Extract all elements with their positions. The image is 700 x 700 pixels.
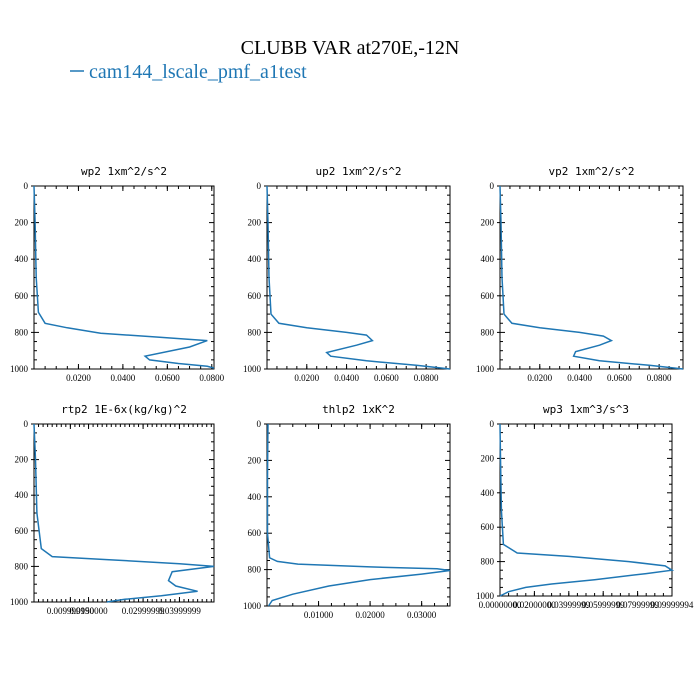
x-tick-label: 0.00000000 [479,600,522,610]
x-tick-label: 0.0200 [527,373,552,383]
y-tick-label: 0 [490,181,495,191]
x-tick-label: 0.0400 [111,373,136,383]
plot-frame [499,185,684,370]
y-tick-label: 400 [248,254,262,264]
x-tick-label: 0.03999999 [158,606,201,616]
y-tick-label: 200 [15,218,29,228]
y-tick-label: 200 [248,455,262,465]
y-tick-label: 1000 [243,364,262,374]
y-tick-label: 0 [24,419,29,429]
y-tick-label: 0 [490,419,495,429]
series-line [499,423,675,597]
panel-title: up2 1xm^2/s^2 [315,165,401,178]
x-tick-label: 0.0400 [334,373,359,383]
y-tick-label: 400 [248,492,262,502]
panel-1: wp2 1xm^2/s^2 0 200 400 600 800 1000 0.0200 0.04… [10,165,225,383]
x-tick-label: 0.01000 [304,610,334,620]
figure-title: CLUBB VAR at270E,-12N [241,37,460,59]
plot-frame [499,423,673,597]
y-tick-label: 1000 [10,364,29,374]
series-line [499,185,684,370]
series-line [33,185,215,369]
x-tick-label: 0.009999990 [47,606,95,616]
panels: wp2 1xm^2/s^2 0 200 400 600 800 1000 0.0200 0.04… [10,165,694,620]
x-tick-label: 0.0800 [199,373,224,383]
y-tick-label: 200 [248,218,262,228]
y-tick-label: 200 [15,455,29,465]
y-tick-label: 0 [257,181,262,191]
y-tick-label: 1000 [476,591,495,601]
x-tick-label: 0.0800 [414,373,439,383]
panel-6: wp3 1xm^3/s^3 0 200 400 600 800 10000.00000000… [476,403,694,610]
y-tick-label: 600 [481,522,495,532]
x-tick-label: 0.0600 [607,373,632,383]
series-line [266,423,451,607]
panel-title: vp2 1xm^2/s^2 [548,165,634,178]
x-tick-label: 0.0150000 [69,606,108,616]
x-tick-label: 0.0400 [567,373,592,383]
y-tick-label: 0 [24,181,29,191]
y-tick-label: 800 [248,327,262,337]
plot-frame [33,423,215,603]
y-tick-label: 400 [481,254,495,264]
x-tick-label: 0.0800 [647,373,672,383]
panel-3: vp2 1xm^2/s^2 0 200 400 600 800 1000 0.0200 0.04… [476,165,684,383]
panel-4: rtp2 1E-6x(kg/kg)^2 0 200 400 600 800 1000 0.00… [10,403,215,616]
x-tick-label: 0.03000 [407,610,437,620]
plot-frame [266,423,451,607]
y-tick-label: 400 [15,254,29,264]
y-tick-label: 800 [481,327,495,337]
plot-frame [33,185,215,370]
x-tick-label: 0.0200 [66,373,91,383]
x-tick-label: 0.02000 [355,610,385,620]
x-tick-label: 0.02000000 [513,600,556,610]
y-tick-label: 400 [15,490,29,500]
panel-title: wp2 1xm^2/s^2 [81,165,167,178]
legend-label: cam144_lscale_pmf_a1test [89,61,307,83]
y-tick-label: 800 [248,565,262,575]
panel-2: up2 1xm^2/s^2 0 200 400 600 800 1000 0.0200 0.04… [243,165,451,383]
panel-title: thlp2 1xK^2 [322,403,395,416]
y-tick-label: 1000 [10,597,29,607]
series-line [266,185,451,370]
panel-title: wp3 1xm^3/s^3 [543,403,629,416]
x-tick-label: 0.07999999 [616,600,659,610]
x-tick-label: 0.0600 [155,373,180,383]
y-tick-label: 600 [15,291,29,301]
panel-title: rtp2 1E-6x(kg/kg)^2 [61,403,187,416]
panel-5: thlp2 1xK^2 0 200 400 600 800 1000 0.01000 0.020… [243,403,451,620]
x-tick-label: 0.03999999 [547,600,590,610]
y-tick-label: 600 [15,526,29,536]
y-tick-label: 1000 [476,364,495,374]
x-tick-label: 0.09999994 [651,600,694,610]
y-tick-label: 0 [257,419,262,429]
y-tick-label: 600 [248,528,262,538]
y-tick-label: 400 [481,488,495,498]
plot-frame [266,185,451,370]
y-tick-label: 600 [248,291,262,301]
y-tick-label: 1000 [243,601,262,611]
x-tick-label: 0.02999999 [122,606,165,616]
series-line [33,423,215,603]
y-tick-label: 200 [481,218,495,228]
y-tick-label: 200 [481,453,495,463]
x-tick-label: 0.05999999 [582,600,625,610]
y-tick-label: 800 [15,327,29,337]
y-tick-label: 600 [481,291,495,301]
x-tick-label: 0.0600 [374,373,399,383]
x-tick-label: 0.0200 [294,373,319,383]
y-tick-label: 800 [15,561,29,571]
y-tick-label: 800 [481,557,495,567]
